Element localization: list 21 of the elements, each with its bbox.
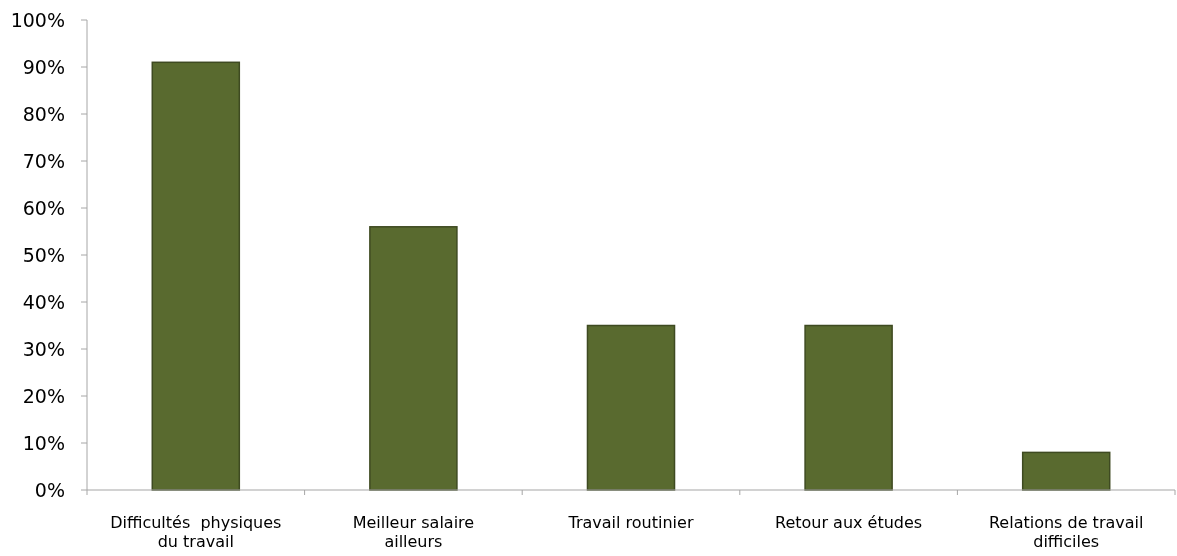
y-tick-label: 80% bbox=[22, 102, 65, 125]
y-tick-label: 30% bbox=[22, 337, 65, 360]
bar bbox=[804, 324, 893, 491]
x-tick-label: Travail routinier bbox=[567, 513, 694, 532]
y-tick-label: 0% bbox=[34, 478, 65, 501]
y-tick-label: 90% bbox=[22, 55, 65, 78]
bar bbox=[1021, 451, 1111, 491]
y-tick-label: 60% bbox=[22, 196, 65, 219]
x-tick-label: Retour aux études bbox=[775, 513, 923, 532]
bar bbox=[586, 324, 676, 491]
y-tick-label: 100% bbox=[10, 8, 65, 31]
x-tick-label: Difficultés physiques du travail bbox=[110, 513, 282, 551]
y-tick-label: 70% bbox=[22, 149, 65, 172]
y-tick-label: 40% bbox=[22, 290, 65, 313]
bar bbox=[151, 61, 241, 491]
y-tick-label: 10% bbox=[22, 431, 65, 454]
y-tick-label: 20% bbox=[22, 384, 65, 407]
y-tick-label: 50% bbox=[22, 243, 65, 266]
bar bbox=[369, 226, 458, 491]
x-tick-label: Meilleur salaire ailleurs bbox=[352, 513, 475, 551]
x-tick-label: Relations de travail difficiles bbox=[988, 513, 1144, 551]
